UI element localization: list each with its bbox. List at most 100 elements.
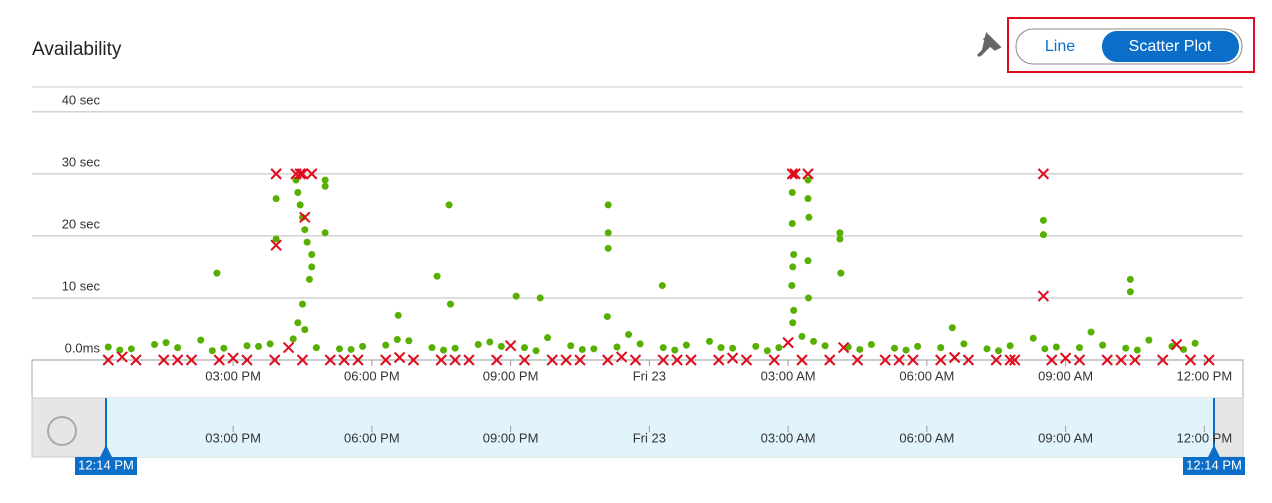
failure-point [504, 340, 517, 352]
failure-point [213, 354, 225, 366]
success-point [798, 332, 806, 340]
success-point [790, 251, 798, 259]
failure-point [393, 351, 406, 364]
brush-handle-arrow[interactable] [1208, 445, 1220, 457]
success-point [213, 269, 221, 277]
success-point [1126, 288, 1134, 296]
success-point [804, 294, 812, 302]
success-point [335, 345, 343, 353]
failure-point [657, 354, 669, 366]
success-point [127, 345, 135, 353]
success-point [604, 201, 612, 209]
brush-tick-label: 09:00 AM [1038, 430, 1093, 445]
success-point [729, 344, 737, 352]
x-tick-label: 09:00 AM [1038, 368, 1093, 383]
failure-point [1037, 168, 1050, 180]
y-tick-label: 0.0ms [65, 340, 101, 355]
success-point [197, 336, 205, 344]
failure-point [602, 354, 614, 366]
success-point [266, 340, 274, 348]
failure-point [574, 354, 586, 366]
failure-point [1009, 354, 1021, 366]
failure-point [270, 168, 282, 180]
success-point [902, 346, 910, 354]
failure-point [171, 354, 184, 366]
success-point [1133, 346, 1141, 354]
failure-point [299, 211, 311, 224]
failure-point [740, 354, 753, 366]
success-point [1052, 343, 1060, 351]
failure-point [560, 354, 572, 366]
reset-icon[interactable] [47, 416, 77, 446]
failure-point [1059, 352, 1072, 364]
success-point [804, 176, 812, 184]
success-point [937, 344, 945, 352]
failure-point [294, 168, 306, 180]
success-point [856, 345, 864, 353]
failure-point [296, 354, 309, 366]
failure-point [824, 354, 836, 366]
success-point [294, 188, 302, 196]
success-point [804, 195, 812, 203]
success-point [604, 244, 612, 252]
success-point [625, 331, 633, 339]
brush-selection[interactable] [106, 398, 1214, 457]
failure-point [629, 354, 642, 366]
toggle-option[interactable]: Line [1045, 38, 1075, 55]
failure-point [435, 354, 447, 366]
failure-point [962, 354, 975, 366]
success-point [440, 346, 448, 354]
brush-handle-arrow[interactable] [100, 445, 112, 457]
brush-tick-label: 06:00 PM [344, 430, 400, 445]
success-point [613, 343, 621, 351]
success-point [948, 324, 956, 332]
pin-icon[interactable] [976, 32, 1002, 58]
brush-tick-label: Fri 23 [633, 430, 666, 445]
success-point [914, 342, 922, 350]
success-point [836, 229, 844, 237]
brush-label-box [75, 457, 137, 475]
success-point [347, 345, 355, 353]
success-point [298, 300, 306, 308]
success-point [805, 213, 813, 221]
success-point [520, 344, 528, 352]
failure-point [1203, 354, 1215, 366]
failure-point [935, 354, 947, 366]
success-point [220, 344, 228, 352]
failure-point [907, 354, 919, 366]
x-tick-label: 12:00 PM [1177, 368, 1233, 383]
success-point [433, 272, 441, 280]
success-point [451, 344, 459, 352]
failure-point [726, 352, 739, 364]
success-point [821, 342, 829, 350]
success-point [393, 336, 401, 344]
failure-point [893, 354, 905, 366]
brush-tick-label: 03:00 AM [761, 430, 816, 445]
failure-point [158, 354, 170, 366]
toggle-option[interactable]: Scatter Plot [1129, 38, 1212, 55]
failure-point [241, 354, 253, 366]
failure-point [270, 239, 282, 251]
failure-point [491, 354, 503, 366]
success-point [717, 344, 725, 352]
failure-point [116, 351, 128, 363]
success-point [394, 311, 402, 319]
success-point [788, 220, 796, 227]
success-point [636, 340, 644, 348]
failure-point [518, 354, 531, 366]
failure-point [269, 354, 281, 366]
success-point [243, 342, 251, 350]
success-point [405, 337, 413, 345]
failure-point [789, 168, 801, 180]
failure-point [685, 354, 697, 366]
success-point [763, 347, 771, 355]
failure-point [851, 354, 864, 366]
x-tick-label: 03:00 PM [205, 368, 261, 383]
success-point [705, 337, 713, 345]
success-point [305, 275, 313, 283]
y-tick-label: 20 sec [62, 216, 101, 231]
success-point [1145, 336, 1153, 344]
failure-point [1129, 354, 1141, 366]
failure-point [615, 351, 628, 363]
success-point [382, 341, 390, 349]
